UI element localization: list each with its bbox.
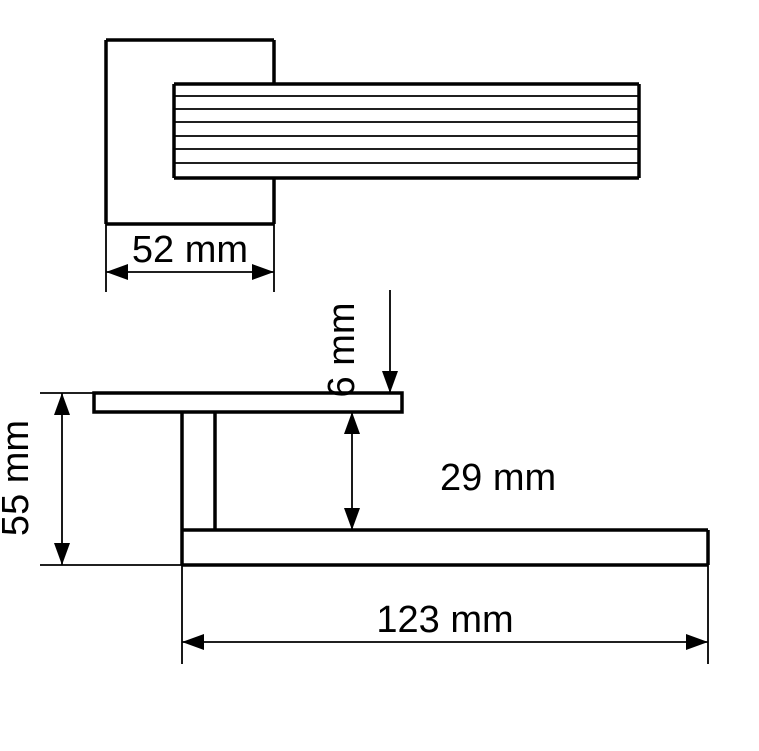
dim-52mm-label: 52 mm xyxy=(132,229,248,271)
dim-6mm-label: 6 mm xyxy=(321,303,363,398)
dim-29mm-label: 29 mm xyxy=(440,457,556,499)
dim-55mm-label: 55 mm xyxy=(0,420,37,536)
dim-123mm-label: 123 mm xyxy=(376,599,513,641)
